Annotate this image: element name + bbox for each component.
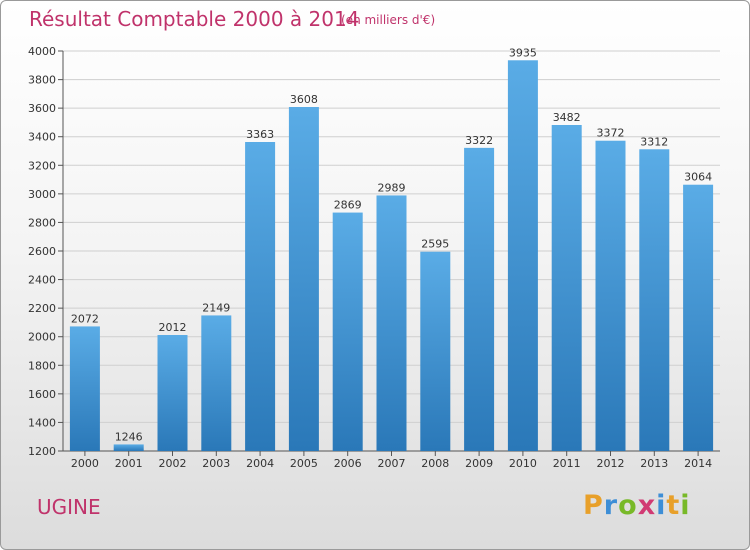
data-label: 3372 (597, 127, 625, 140)
proxiti-logo: Proxiti (583, 490, 691, 521)
y-tick-label: 2200 (28, 302, 56, 315)
logo-letter: o (618, 490, 638, 521)
bar (376, 195, 407, 451)
x-tick-label: 2002 (159, 457, 187, 470)
bar (69, 326, 100, 451)
bar (595, 140, 626, 451)
bars (69, 60, 714, 452)
bar (507, 60, 538, 452)
data-label: 2869 (334, 199, 362, 212)
x-tick-label: 2010 (509, 457, 537, 470)
bar (639, 149, 670, 452)
y-tick-label: 3400 (28, 131, 56, 144)
logo-letter: i (656, 490, 667, 521)
bar (113, 444, 144, 451)
bar (683, 184, 714, 451)
x-tick-label: 2011 (553, 457, 581, 470)
y-tick-label: 1400 (28, 416, 56, 429)
x-tick-label: 2001 (115, 457, 143, 470)
logo-letter: r (603, 490, 619, 521)
x-tick-label: 2008 (421, 457, 449, 470)
x-tick-label: 2013 (640, 457, 668, 470)
chart-title: Résultat Comptable 2000 à 2014 (29, 7, 360, 31)
chart-subtitle: (en milliers d'€) (341, 13, 436, 27)
y-tick-label: 2600 (28, 245, 56, 258)
data-label: 3363 (246, 128, 274, 141)
data-label: 3064 (684, 171, 712, 184)
x-tick-label: 2000 (71, 457, 99, 470)
bar (288, 107, 319, 451)
y-tick-label: 1200 (28, 445, 56, 458)
bar (245, 142, 276, 451)
data-label: 3935 (509, 46, 537, 59)
data-label: 2989 (378, 181, 406, 194)
commune-name: UGINE (37, 495, 101, 519)
data-label: 2012 (159, 321, 187, 334)
x-tick-label: 2007 (378, 457, 406, 470)
data-label: 3608 (290, 93, 318, 106)
data-label: 3322 (465, 134, 493, 147)
logo-letter: t (666, 490, 681, 521)
data-label: 3312 (640, 135, 668, 148)
y-tick-label: 2400 (28, 274, 56, 287)
data-label: 1246 (115, 430, 143, 443)
bar (464, 147, 495, 451)
y-tick-label: 3000 (28, 188, 56, 201)
bar (157, 335, 188, 451)
bar (420, 251, 451, 451)
x-tick-label: 2009 (465, 457, 493, 470)
x-tick-label: 2006 (334, 457, 362, 470)
y-tick-label: 3200 (28, 159, 56, 172)
data-labels: 2072 1246 2012 2149 3363 3608 2869 2989 2595 3322… (71, 46, 712, 443)
bar (551, 125, 582, 451)
y-tick-label: 2800 (28, 216, 56, 229)
x-tick-label: 2005 (290, 457, 318, 470)
x-tick-label: 2004 (246, 457, 274, 470)
y-tick-label: 1800 (28, 359, 56, 372)
logo-letter: i (680, 490, 691, 521)
bar (201, 315, 232, 451)
y-tick-label: 3600 (28, 102, 56, 115)
y-tick-label: 1600 (28, 388, 56, 401)
data-label: 2072 (71, 312, 99, 325)
y-tick-label: 2000 (28, 331, 56, 344)
x-tick-label: 2014 (684, 457, 712, 470)
logo-letter: P (583, 490, 604, 521)
logo-letter: x (637, 490, 657, 521)
y-tick-label: 3800 (28, 74, 56, 87)
x-tick-label: 2003 (202, 457, 230, 470)
data-label: 3482 (553, 111, 581, 124)
data-label: 2149 (202, 301, 230, 314)
data-label: 2595 (421, 238, 449, 251)
y-tick-label: 4000 (28, 45, 56, 58)
x-tick-label: 2012 (597, 457, 625, 470)
bar (332, 212, 363, 451)
axes: 1200 1400 1600 1800 2000 2200 2400 2600 2800 3000… (28, 45, 720, 470)
